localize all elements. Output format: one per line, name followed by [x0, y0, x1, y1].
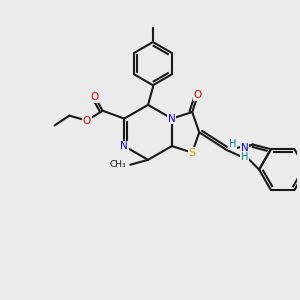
- Text: N: N: [168, 114, 176, 124]
- Text: H: H: [241, 152, 248, 161]
- Text: N: N: [241, 143, 248, 153]
- Text: CH₃: CH₃: [110, 160, 126, 169]
- Text: H: H: [229, 139, 236, 149]
- Text: N: N: [120, 141, 128, 151]
- Text: O: O: [83, 116, 91, 126]
- Text: S: S: [189, 148, 196, 158]
- Text: O: O: [91, 92, 99, 102]
- Text: O: O: [194, 90, 202, 100]
